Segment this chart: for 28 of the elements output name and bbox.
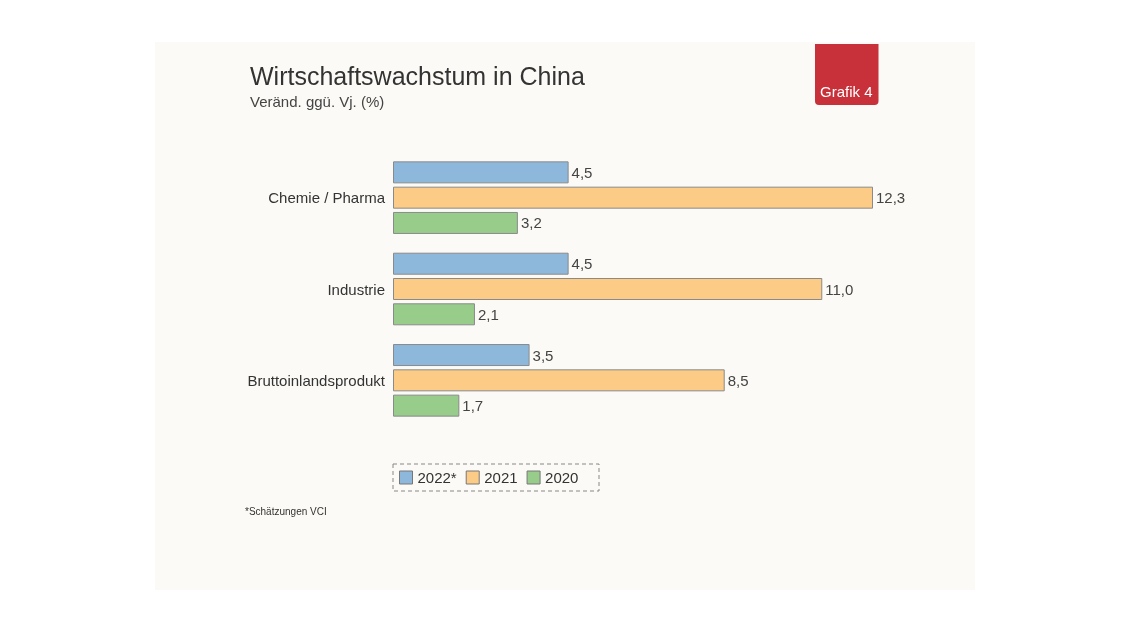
data-label: 11,0 bbox=[825, 280, 854, 298]
bar bbox=[393, 161, 569, 184]
data-label: 3,2 bbox=[520, 214, 542, 232]
y-tick-label: Industrie bbox=[327, 280, 385, 298]
bar bbox=[393, 344, 530, 367]
y-tick-label: Chemie / Pharma bbox=[268, 189, 386, 207]
legend-label: 2020 bbox=[545, 469, 579, 486]
data-label: 2,1 bbox=[477, 305, 499, 323]
text: Grafik 4 bbox=[820, 83, 873, 100]
text: *Schätzungen VCI bbox=[245, 505, 327, 517]
y-tick-label: Bruttoinlandsprodukt bbox=[247, 371, 386, 389]
bar bbox=[393, 394, 460, 417]
bar bbox=[393, 211, 518, 234]
data-label: 3,5 bbox=[532, 346, 554, 364]
legend-label: 2021 bbox=[484, 469, 518, 486]
data-label: 8,5 bbox=[727, 371, 749, 389]
bar bbox=[393, 303, 475, 326]
chart-title: Wirtschaftswachstum in China bbox=[250, 61, 585, 90]
data-label: 1,7 bbox=[462, 397, 484, 415]
data-label: 4,5 bbox=[571, 255, 593, 273]
bar bbox=[393, 369, 725, 392]
chart-subtitle: Veränd. ggü. Vj. (%) bbox=[250, 93, 385, 110]
legend-label: 2022* bbox=[417, 469, 457, 486]
bar bbox=[393, 252, 569, 275]
data-label: 12,3 bbox=[876, 189, 906, 207]
bar bbox=[393, 186, 873, 209]
bar bbox=[393, 278, 823, 300]
data-label: 4,5 bbox=[571, 163, 593, 181]
